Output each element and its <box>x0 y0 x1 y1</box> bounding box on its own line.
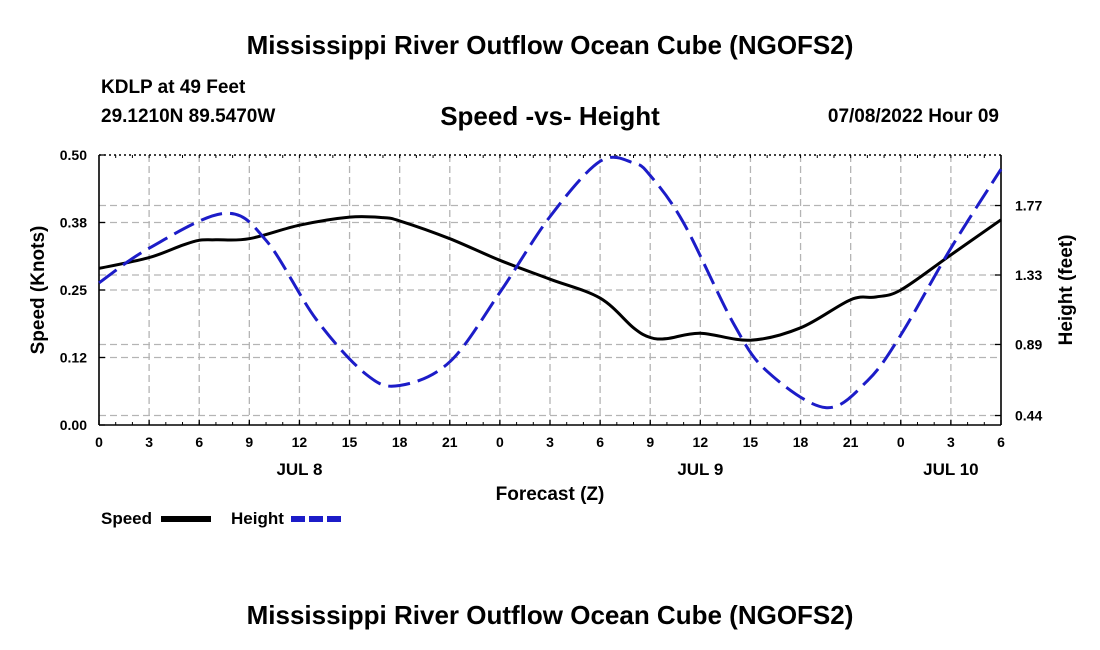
y-right-tick-label: 0.44 <box>1015 408 1042 424</box>
x-tick-label: 6 <box>596 434 604 450</box>
chart-title: Mississippi River Outflow Ocean Cube (NG… <box>246 30 854 60</box>
x-axis-title: Forecast (Z) <box>496 484 605 505</box>
legend-height-label: Height <box>231 509 284 528</box>
x-tick-label: 0 <box>496 434 504 450</box>
y-right-tick-label: 1.33 <box>1015 267 1042 283</box>
x-tick-label: 6 <box>997 434 1005 450</box>
y-left-tick-label: 0.00 <box>60 417 87 433</box>
x-tick-label: 6 <box>195 434 203 450</box>
x-tick-label: 3 <box>145 434 153 450</box>
station-coords: 29.1210N 89.5470W <box>101 106 276 127</box>
x-tick-label: 18 <box>793 434 809 450</box>
x-tick-label: 3 <box>546 434 554 450</box>
x-tick-label: 12 <box>693 434 709 450</box>
date-label: JUL 8 <box>276 460 322 479</box>
y-right-axis-title: Height (feet) <box>1056 235 1077 346</box>
y-left-tick-label: 0.50 <box>60 147 87 163</box>
speed-series-line <box>98 215 1002 342</box>
station-label: KDLP at 49 Feet <box>101 77 246 98</box>
height-series-line <box>98 155 1003 410</box>
x-tick-label: 3 <box>947 434 955 450</box>
y-right-tick-label: 0.89 <box>1015 336 1042 352</box>
footer-title: Mississippi River Outflow Ocean Cube (NG… <box>246 600 854 630</box>
legend-height-swatch <box>291 516 341 522</box>
x-tick-label: 18 <box>392 434 408 450</box>
x-tick-label: 9 <box>245 434 253 450</box>
x-tick-label: 12 <box>292 434 308 450</box>
y-left-tick-label: 0.25 <box>60 282 87 298</box>
y-right-tick-label: 1.77 <box>1015 198 1042 214</box>
x-tick-label: 21 <box>442 434 458 450</box>
x-tick-label: 0 <box>897 434 905 450</box>
y-left-tick-label: 0.12 <box>60 350 87 366</box>
date-label: JUL 9 <box>677 460 723 479</box>
forecast-datetime: 07/08/2022 Hour 09 <box>827 106 999 127</box>
legend-speed-swatch <box>161 516 211 522</box>
y-left-axis-title: Speed (Knots) <box>28 226 49 355</box>
y-left-tick-label: 0.38 <box>60 215 87 231</box>
x-tick-label: 21 <box>843 434 859 450</box>
x-tick-label: 0 <box>95 434 103 450</box>
date-label: JUL 10 <box>923 460 978 479</box>
x-tick-label: 15 <box>342 434 358 450</box>
x-tick-label: 15 <box>743 434 759 450</box>
legend-speed-label: Speed <box>101 509 153 528</box>
x-tick-label: 9 <box>646 434 654 450</box>
chart-subtitle: Speed -vs- Height <box>440 101 660 131</box>
